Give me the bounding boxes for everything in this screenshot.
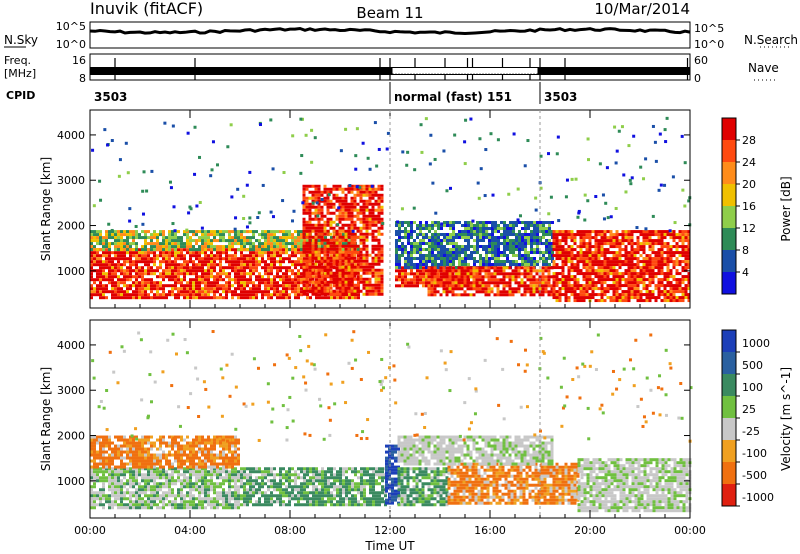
cpid-segment-label: 3503 [94, 90, 127, 104]
freq-panel: Freq. [MHz] 16 8 60 0 Nave [4, 53, 779, 85]
colorbar-tick-label: 100 [742, 381, 763, 394]
x-tick-label: 04:00 [174, 524, 206, 537]
colorbar-swatch [722, 272, 736, 294]
nave-tick-bottom: 0 [694, 72, 701, 85]
echo-band [90, 467, 240, 510]
colorbar-tick-label: 24 [742, 156, 756, 169]
y-tick-label: 1000 [57, 265, 85, 278]
colorbar-tick-label: 12 [742, 222, 756, 235]
colorbar-swatch [722, 118, 736, 140]
y-tick-label: 1000 [57, 475, 85, 488]
date-label: 10/Mar/2014 [594, 0, 690, 18]
y-tick-label: 2000 [57, 430, 85, 443]
colorbar-tick-label: 8 [742, 244, 749, 257]
freq-tick-top: 16 [72, 54, 86, 67]
colorbar-tick-label: 20 [742, 178, 756, 191]
noise-panel: N.Sky 10^5 10^0 10^5 10^0 N.Search [4, 20, 798, 51]
colorbar-swatch [722, 396, 736, 418]
colorbar-tick-label: -1000 [742, 491, 774, 504]
colorbar-swatch [722, 228, 736, 250]
colorbar-swatch [722, 184, 736, 206]
colorbar-tick-label: 1000 [742, 337, 770, 350]
colorbar-tick-label: 16 [742, 200, 756, 213]
x-axis-label: Time UT [364, 539, 415, 553]
sparse-echoes [91, 116, 692, 233]
echo-band [90, 435, 240, 469]
echo-band [577, 458, 692, 513]
cpid-segment-label: normal (fast) 151 [394, 90, 512, 104]
colorbar-swatch [722, 250, 736, 272]
echo-band [447, 462, 580, 505]
freq-label: Freq. [4, 54, 31, 67]
colorbar-swatch [722, 330, 736, 352]
noise-right-tick-bottom: 10^0 [694, 38, 724, 51]
cpid-row: CPID 3503 normal (fast) 151 3503 [6, 82, 577, 104]
colorbar-tick-label: -500 [742, 469, 767, 482]
colorbar-swatch [722, 374, 736, 396]
colorbar-tick-label: 28 [742, 134, 756, 147]
colorbar-swatch [722, 484, 736, 506]
noise-right-label: N.Search [744, 33, 798, 47]
y-tick-label: 3000 [57, 384, 85, 397]
colorbar-tick-label: 4 [742, 266, 749, 279]
x-tick-label: 00:00 [674, 524, 706, 537]
echo-band [427, 266, 554, 297]
colorbar-swatch [722, 462, 736, 484]
colorbar-swatch [722, 140, 736, 162]
echo-band [552, 230, 691, 303]
noise-left-label: N.Sky [4, 33, 38, 47]
y-tick-label: 2000 [57, 220, 85, 233]
velocity-panel: 1000 2000 3000 4000 Slant Range [km] 1000 50… [39, 110, 793, 553]
x-tick-label: 00:00 [74, 524, 106, 537]
freq-tick-bottom: 8 [79, 72, 86, 85]
y-tick-label: 3000 [57, 174, 85, 187]
power-colorbar-label: Power [dB] [779, 176, 793, 241]
station-title: Inuvik (fitACF) [90, 0, 203, 18]
colorbar-swatch [722, 206, 736, 228]
power-panel: 1000 2000 3000 4000 Slant Range [km] 4 8 12 16… [39, 109, 793, 309]
y-tick-label: 4000 [57, 339, 85, 352]
colorbar-tick-label: -25 [742, 425, 760, 438]
velocity-colorbar-label: Velocity [m s^-1] [779, 367, 793, 471]
colorbar-tick-label: -100 [742, 447, 767, 460]
echo-band [397, 435, 554, 466]
echo-band [240, 467, 387, 507]
freq-unit-label: [MHz] [4, 67, 36, 80]
colorbar-swatch [722, 352, 736, 374]
noise-right-tick-top: 10^5 [694, 22, 724, 35]
nave-tick-top: 60 [694, 54, 708, 67]
power-ylabel: Slant Range [km] [39, 157, 53, 261]
x-tick-label: 16:00 [474, 524, 506, 537]
x-tick-label: 20:00 [574, 524, 606, 537]
nave-label: Nave [748, 61, 779, 75]
colorbar-swatch [722, 162, 736, 184]
echo-band [397, 467, 449, 507]
sparse-echoes [91, 330, 693, 443]
colorbar-swatch [722, 440, 736, 462]
freq-gap [392, 68, 538, 74]
echo-band [395, 221, 554, 270]
x-tick-label: 12:00 [374, 524, 406, 537]
colorbar-swatch [722, 418, 736, 440]
noise-left-tick-top: 10^5 [56, 20, 86, 33]
colorbar-tick-label: 500 [742, 359, 763, 372]
colorbar-tick-label: 25 [742, 403, 756, 416]
cpid-segment-label: 3503 [544, 90, 577, 104]
x-tick-label: 08:00 [274, 524, 306, 537]
y-tick-label: 4000 [57, 129, 85, 142]
velocity-ylabel: Slant Range [km] [39, 367, 53, 471]
beam-label: Beam 11 [356, 4, 423, 22]
cpid-label: CPID [6, 89, 35, 102]
echo-band [302, 184, 384, 296]
noise-left-tick-bottom: 10^0 [56, 38, 86, 51]
